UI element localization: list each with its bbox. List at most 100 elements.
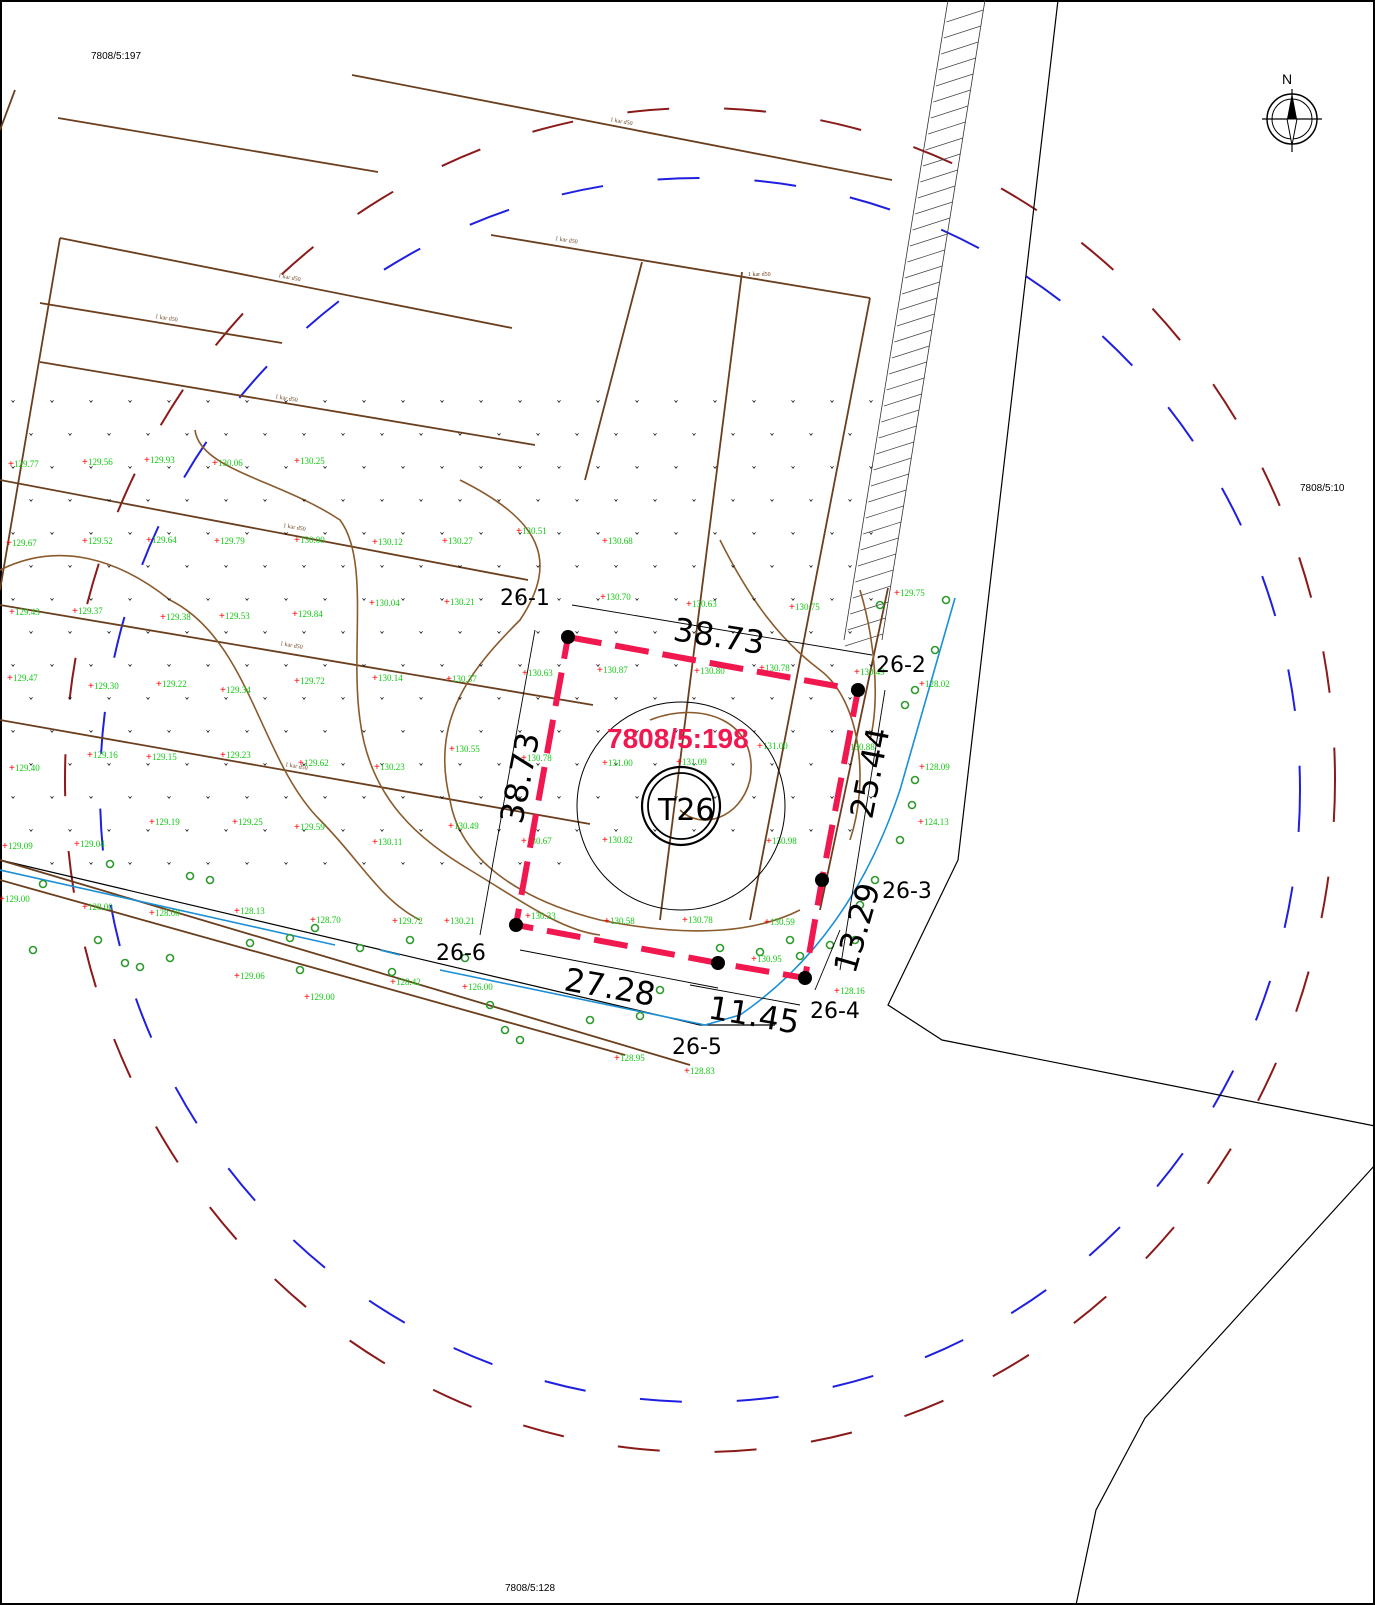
svg-text:128.70: 128.70: [316, 915, 341, 925]
point-label-26-5: 26-5: [672, 1035, 722, 1060]
svg-text:ˇ: ˇ: [88, 399, 94, 413]
svg-text:ˇ: ˇ: [10, 795, 16, 809]
svg-text:ˇ: ˇ: [496, 696, 502, 710]
svg-text:ˇ: ˇ: [496, 498, 502, 512]
svg-text:+: +: [444, 916, 450, 927]
svg-text:ˇ: ˇ: [88, 597, 94, 611]
svg-text:ˇ: ˇ: [283, 597, 289, 611]
parcel-label-197: 7808/5:197: [91, 51, 141, 62]
svg-text:ˇ: ˇ: [166, 861, 172, 875]
svg-text:+: +: [522, 668, 528, 679]
svg-text:ˇ: ˇ: [847, 696, 853, 710]
svg-text:ˇ: ˇ: [184, 432, 190, 446]
svg-text:ˇ: ˇ: [868, 399, 874, 413]
svg-text:ˇ: ˇ: [283, 399, 289, 413]
svg-text:ˇ: ˇ: [262, 828, 268, 842]
svg-text:+: +: [757, 741, 763, 752]
svg-text:+: +: [149, 908, 155, 919]
svg-text:ˇ: ˇ: [478, 795, 484, 809]
svg-text:ˇ: ˇ: [556, 597, 562, 611]
svg-text:ˇ: ˇ: [379, 696, 385, 710]
svg-text:ˇ: ˇ: [379, 762, 385, 776]
svg-text:ˇ: ˇ: [145, 498, 151, 512]
svg-text:ˇ: ˇ: [691, 432, 697, 446]
svg-text:128.00: 128.00: [155, 908, 180, 918]
svg-text:+: +: [220, 685, 226, 696]
outer-buffer-zone: [64, 107, 1336, 1453]
svg-text:ˇ: ˇ: [262, 630, 268, 644]
svg-text:ˇ: ˇ: [361, 465, 367, 479]
svg-text:+: +: [7, 673, 13, 684]
svg-text:ˇ: ˇ: [751, 729, 757, 743]
svg-text:ˇ: ˇ: [829, 795, 835, 809]
svg-text:+: +: [82, 457, 88, 468]
svg-text:+: +: [919, 762, 925, 773]
svg-text:ˇ: ˇ: [829, 531, 835, 545]
svg-text:129.84: 129.84: [298, 609, 323, 619]
svg-text:130.63: 130.63: [692, 599, 717, 609]
svg-text:ˇ: ˇ: [457, 564, 463, 578]
svg-text:130.21: 130.21: [450, 916, 475, 926]
svg-text:ˇ: ˇ: [652, 762, 658, 776]
svg-text:ˇ: ˇ: [184, 564, 190, 578]
svg-text:ˇ: ˇ: [262, 696, 268, 710]
svg-text:130.12: 130.12: [378, 537, 403, 547]
dimension-bottom-left: 27.28: [562, 960, 659, 1013]
svg-text:ˇ: ˇ: [478, 465, 484, 479]
svg-text:1 kar d50: 1 kar d50: [275, 394, 298, 404]
svg-text:ˇ: ˇ: [145, 762, 151, 776]
point-label-26-6: 26-6: [436, 941, 486, 966]
svg-text:ˇ: ˇ: [322, 795, 328, 809]
svg-text:+: +: [602, 835, 608, 846]
svg-text:128.02: 128.02: [925, 679, 950, 689]
svg-text:ˇ: ˇ: [790, 465, 796, 479]
svg-text:130.25: 130.25: [300, 456, 325, 466]
svg-text:+: +: [894, 588, 900, 599]
svg-text:130.23: 130.23: [380, 762, 405, 772]
svg-text:130.06: 130.06: [218, 458, 243, 468]
svg-text:130.75: 130.75: [795, 602, 820, 612]
svg-text:129.25: 129.25: [238, 817, 263, 827]
svg-text:ˇ: ˇ: [808, 762, 814, 776]
svg-text:130.82: 130.82: [608, 835, 633, 845]
svg-text:ˇ: ˇ: [379, 498, 385, 512]
svg-text:ˇ: ˇ: [439, 531, 445, 545]
svg-text:+: +: [294, 456, 300, 467]
svg-text:ˇ: ˇ: [751, 531, 757, 545]
svg-text:ˇ: ˇ: [244, 795, 250, 809]
svg-text:+: +: [449, 744, 455, 755]
svg-text:1 kar d50: 1 kar d50: [283, 523, 306, 533]
svg-text:ˇ: ˇ: [283, 531, 289, 545]
svg-text:ˇ: ˇ: [418, 564, 424, 578]
svg-text:ˇ: ˇ: [49, 597, 55, 611]
svg-text:129.16: 129.16: [93, 750, 118, 760]
svg-text:129.34: 129.34: [226, 685, 251, 695]
svg-text:ˇ: ˇ: [301, 498, 307, 512]
svg-text:+: +: [919, 679, 925, 690]
svg-text:ˇ: ˇ: [478, 663, 484, 677]
svg-text:130.63: 130.63: [528, 668, 553, 678]
svg-text:ˇ: ˇ: [127, 729, 133, 743]
svg-text:ˇ: ˇ: [49, 729, 55, 743]
svg-text:ˇ: ˇ: [28, 498, 34, 512]
svg-text:ˇ: ˇ: [439, 465, 445, 479]
parcel-label-128: 7808/5:128: [505, 1583, 555, 1594]
svg-text:129.37: 129.37: [78, 606, 103, 616]
svg-text:131.00: 131.00: [608, 758, 633, 768]
svg-text:ˇ: ˇ: [808, 564, 814, 578]
svg-text:ˇ: ˇ: [127, 465, 133, 479]
svg-text:ˇ: ˇ: [322, 531, 328, 545]
svg-text:+: +: [392, 916, 398, 927]
svg-text:ˇ: ˇ: [751, 795, 757, 809]
svg-text:ˇ: ˇ: [244, 729, 250, 743]
svg-text:N: N: [1282, 71, 1292, 87]
svg-text:129.23: 129.23: [226, 750, 251, 760]
svg-text:+: +: [298, 758, 304, 769]
svg-text:ˇ: ˇ: [613, 432, 619, 446]
svg-text:ˇ: ˇ: [829, 399, 835, 413]
svg-text:+: +: [751, 954, 757, 965]
svg-text:130.04: 130.04: [375, 598, 400, 608]
svg-text:+: +: [146, 752, 152, 763]
